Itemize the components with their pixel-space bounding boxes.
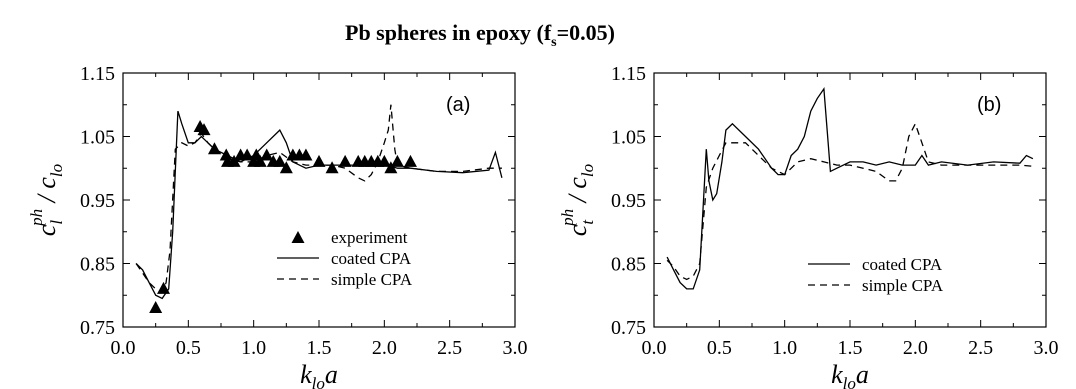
x-tick-label: 2.0 bbox=[372, 337, 397, 359]
data-point-experiment bbox=[377, 154, 391, 167]
legend-label-experiment: experiment bbox=[331, 228, 408, 247]
data-point-experiment bbox=[299, 148, 313, 161]
x-tick-label: 0.0 bbox=[642, 337, 667, 359]
x-tick-label: 0.0 bbox=[111, 337, 136, 359]
x-tick-label: 3.0 bbox=[503, 337, 528, 359]
panel-label-a: (a) bbox=[446, 94, 470, 116]
x-tick-label: 2.5 bbox=[968, 337, 993, 359]
panel-b: 0.0 0.5 1.0 1.5 2.0 2.5 3.0 0.75 0.85 0.95 1.05 1.1… bbox=[558, 63, 1059, 389]
data-point-experiment bbox=[219, 148, 233, 161]
data-point-experiment bbox=[207, 142, 221, 155]
data-point-experiment bbox=[384, 161, 398, 174]
panel-a: 0.0 0.5 1.0 1.5 2.0 2.5 3.0 0.75 0.85 0.95 1.05 1.1… bbox=[27, 63, 528, 389]
x-axis-label: kloa bbox=[831, 360, 869, 389]
data-point-experiment bbox=[273, 154, 287, 167]
y-tick-label: 1.15 bbox=[611, 63, 646, 85]
x-tick-label: 1.5 bbox=[838, 337, 863, 359]
y-axis-label: clph / clo bbox=[27, 164, 66, 236]
data-point-experiment bbox=[338, 154, 352, 167]
data-point-experiment bbox=[149, 300, 163, 313]
panel-label-b: (b) bbox=[977, 94, 1001, 116]
legend-label-coated-cpa: coated CPA bbox=[331, 249, 412, 268]
y-tick-label: 1.05 bbox=[611, 127, 646, 149]
y-tick-label: 1.05 bbox=[80, 127, 115, 149]
y-axis-label: ctph / clo bbox=[558, 164, 597, 236]
x-tick-label: 2.5 bbox=[437, 337, 462, 359]
x-tick-label: 1.0 bbox=[241, 337, 266, 359]
y-tick-label: 0.95 bbox=[80, 190, 115, 212]
y-tick-label: 0.75 bbox=[80, 317, 115, 339]
series-line-simple-cpa bbox=[135, 104, 502, 293]
series-line-simple-cpa bbox=[666, 122, 1033, 281]
data-point-experiment bbox=[325, 161, 339, 174]
legend-label-coated-cpa: coated CPA bbox=[862, 255, 943, 274]
data-point-experiment bbox=[197, 123, 211, 136]
series-line-coated-cpa bbox=[666, 87, 1034, 290]
data-point-experiment bbox=[312, 154, 326, 167]
x-tick-label: 1.5 bbox=[307, 337, 332, 359]
data-point-experiment bbox=[390, 154, 404, 167]
y-tick-label: 0.85 bbox=[611, 254, 646, 276]
data-point-experiment bbox=[227, 154, 241, 167]
legend-label-simple-cpa: simple CPA bbox=[331, 270, 413, 289]
y-tick-label: 1.15 bbox=[80, 63, 115, 85]
x-tick-label: 2.0 bbox=[903, 337, 928, 359]
y-tick-label: 0.95 bbox=[611, 190, 646, 212]
legend-label-simple-cpa: simple CPA bbox=[862, 276, 944, 295]
series-line-coated-cpa bbox=[135, 110, 503, 300]
figure-title: Pb spheres in epoxy (fs=0.05) bbox=[345, 20, 615, 50]
x-tick-label: 1.0 bbox=[772, 337, 797, 359]
data-point-experiment bbox=[253, 154, 267, 167]
x-tick-label: 0.5 bbox=[707, 337, 732, 359]
x-tick-label: 0.5 bbox=[176, 337, 201, 359]
data-point-experiment bbox=[260, 148, 274, 161]
data-point-experiment bbox=[240, 148, 254, 161]
x-tick-label: 3.0 bbox=[1034, 337, 1059, 359]
y-tick-label: 0.85 bbox=[80, 254, 115, 276]
data-point-experiment bbox=[279, 161, 293, 174]
x-axis-label: kloa bbox=[300, 360, 338, 389]
data-point-experiment bbox=[403, 154, 417, 167]
y-tick-label: 0.75 bbox=[611, 317, 646, 339]
legend-marker-experiment bbox=[291, 231, 305, 243]
data-point-experiment bbox=[157, 281, 171, 294]
